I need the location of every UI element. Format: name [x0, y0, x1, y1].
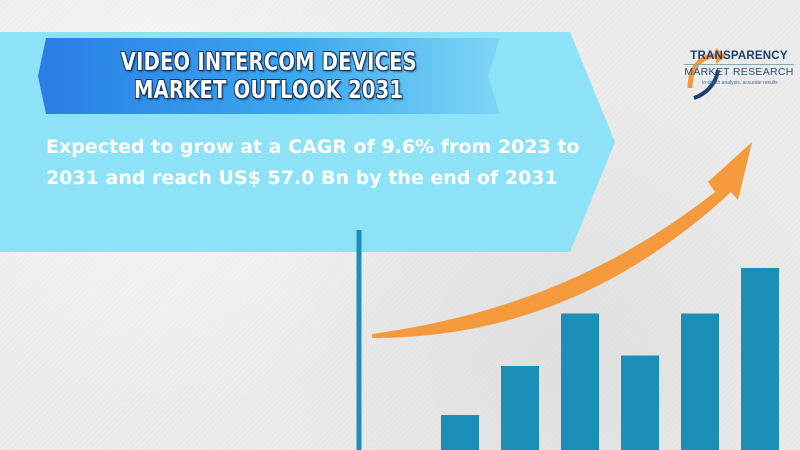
chart-bar-4 [621, 355, 659, 450]
company-logo: TRANSPARENCY MARKET RESEARCH in-depth an… [676, 44, 794, 104]
logo-tagline: in-depth analysis, accurate results [702, 80, 778, 86]
chart-bar-2 [501, 366, 539, 450]
logo-text-line-2: MARKET RESEARCH [684, 64, 794, 78]
chart-bar-1 [441, 415, 479, 450]
growth-arrow-icon [372, 142, 752, 338]
title-banner: VIDEO INTERCOM DEVICES MARKET OUTLOOK 20… [38, 38, 500, 114]
logo-text-line-1: TRANSPARENCY [690, 50, 788, 62]
chart-bar-3 [561, 313, 599, 450]
chart-bar-5 [681, 313, 719, 450]
tmr-arrow-logo-icon [687, 48, 726, 100]
chart-bar-6 [741, 268, 779, 450]
growth-bar-chart [356, 142, 779, 450]
page-title-line-1: VIDEO INTERCOM DEVICES [120, 47, 418, 76]
growth-description: Expected to grow at a CAGR of 9.6% from … [46, 136, 580, 189]
page-title-line-2: MARKET OUTLOOK 2031 [134, 75, 404, 104]
